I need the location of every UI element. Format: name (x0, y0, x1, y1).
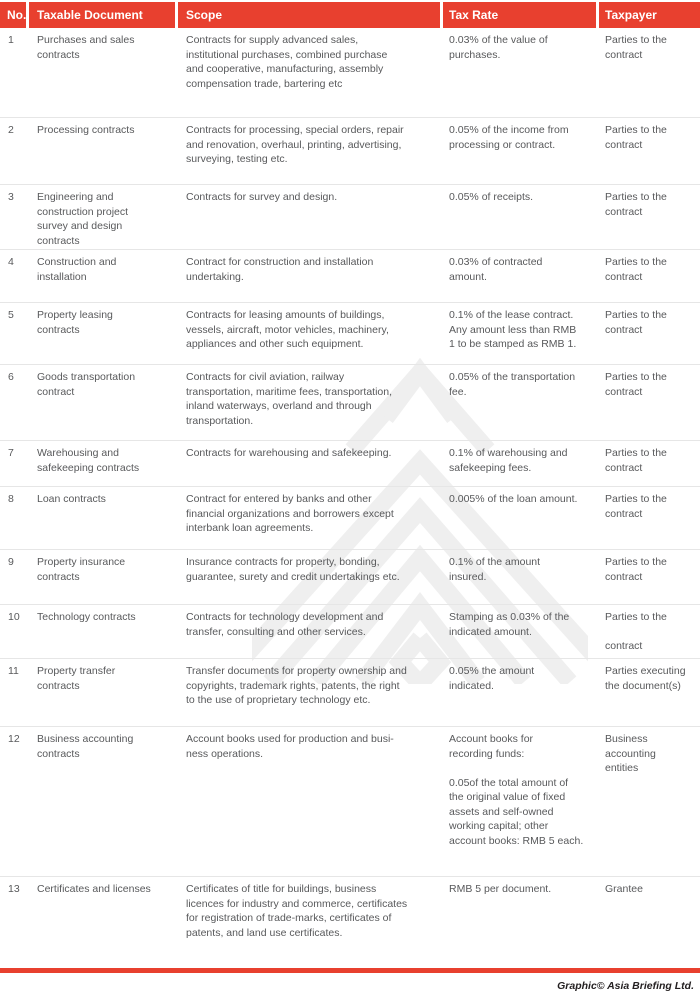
table-row: 1 Purchases and sales contracts Contract… (0, 28, 700, 118)
taxable-document-cell: Processing contracts (37, 124, 135, 136)
scope-cell: Certificates of title for buildings, bus… (186, 883, 408, 939)
table-row: 9 Property insurance contracts Insurance… (0, 550, 700, 605)
row-number: 9 (8, 556, 14, 568)
row-number: 10 (8, 611, 20, 623)
taxpayer-cell: Parties to the contract (605, 256, 667, 283)
taxable-document-cell: Warehousing and safekeeping contracts (37, 447, 140, 474)
taxpayer-cell: Parties to the contract (605, 34, 667, 61)
taxpayer-cell: Business accounting entities (605, 733, 656, 774)
column-header-taxpayer: Taxpayer (599, 2, 700, 28)
tax-rate-cell: 0.03% of the value of purchases. (449, 34, 548, 61)
scope-cell: Contract for construction and installati… (186, 256, 374, 283)
taxpayer-cell: Parties to the contract (605, 124, 667, 151)
scope-cell: Contracts for processing, special orders… (186, 124, 404, 165)
table-row: 12 Business accounting contracts Account… (0, 727, 700, 877)
taxpayer-cell: Parties to the contract (605, 556, 667, 583)
taxable-document-cell: Goods transportation contract (37, 371, 136, 398)
table-row: 3 Engineering and construction project s… (0, 185, 700, 250)
row-number: 11 (8, 665, 19, 677)
tax-rate-cell: RMB 5 per document. (449, 883, 552, 895)
scope-cell: Contracts for warehousing and safekeepin… (186, 447, 392, 459)
taxable-document-cell: Certificates and licenses (37, 883, 151, 895)
tax-rate-cell: 0.05% of the transportation fee. (449, 371, 576, 398)
table-row: 11 Property transfer contracts Transfer … (0, 659, 700, 727)
scope-cell: Contracts for technology development and… (186, 611, 384, 638)
scope-cell: Contracts for survey and design. (186, 191, 338, 203)
taxable-document-cell: Property transfer contracts (37, 665, 116, 692)
table-row: 13 Certificates and licenses Certificate… (0, 877, 700, 968)
column-header-scope: Scope (178, 2, 443, 28)
credit-text: Graphic© Asia Briefing Ltd. (557, 980, 694, 992)
row-number: 5 (8, 309, 14, 321)
table-row: 6 Goods transportation contract Contract… (0, 365, 700, 441)
column-header-taxable-document: Taxable Document (29, 2, 178, 28)
tax-rate-cell: 0.1% of the lease contract. Any amount l… (449, 309, 577, 350)
row-number: 12 (8, 733, 20, 745)
column-header-no: No. (0, 2, 29, 28)
scope-cell: Contracts for civil aviation, railway tr… (186, 371, 393, 427)
scope-cell: Contracts for leasing amounts of buildin… (186, 309, 389, 350)
row-number: 2 (8, 124, 14, 136)
table-row: 7 Warehousing and safekeeping contracts … (0, 441, 700, 487)
taxpayer-cell: Parties executing the document(s) (605, 665, 686, 692)
tax-rate-cell: 0.05% the amount indicated. (449, 665, 535, 692)
taxpayer-cell: Parties to the contract (605, 611, 667, 652)
row-number: 6 (8, 371, 14, 383)
taxable-document-cell: Property insurance contracts (37, 556, 126, 583)
taxable-document-cell: Property leasing contracts (37, 309, 113, 336)
table-row: 4 Construction and installation Contract… (0, 250, 700, 303)
tax-rate-cell: 0.1% of the amount insured. (449, 556, 541, 583)
scope-cell: Contract for entered by banks and other … (186, 493, 394, 534)
table-row: 2 Processing contracts Contracts for pro… (0, 118, 700, 185)
tax-rate-cell: Stamping as 0.03% of the indicated amoun… (449, 611, 570, 638)
scope-cell: Account books used for production and bu… (186, 733, 394, 760)
taxable-document-cell: Technology contracts (37, 611, 136, 623)
taxpayer-cell: Parties to the contract (605, 191, 667, 218)
row-number: 4 (8, 256, 14, 268)
taxable-document-cell: Purchases and sales contracts (37, 34, 135, 61)
taxpayer-cell: Grantee (605, 883, 643, 895)
footer-red-bar (0, 968, 700, 973)
scope-cell: Insurance contracts for property, bondin… (186, 556, 400, 583)
taxpayer-cell: Parties to the contract (605, 493, 667, 520)
row-number: 7 (8, 447, 14, 459)
table-row: 8 Loan contracts Contract for entered by… (0, 487, 700, 550)
taxpayer-cell: Parties to the contract (605, 447, 667, 474)
tax-rate-cell: Account books for recording funds: 0.05o… (449, 733, 584, 847)
row-number: 3 (8, 191, 14, 203)
taxable-document-cell: Construction and installation (37, 256, 117, 283)
tax-rate-cell: 0.005% of the loan amount. (449, 493, 578, 505)
scope-cell: Transfer documents for property ownershi… (186, 665, 407, 706)
table-header: No. Taxable Document Scope Tax Rate Taxp… (0, 2, 700, 28)
taxable-document-cell: Loan contracts (37, 493, 106, 505)
tax-rate-cell: 0.05% of receipts. (449, 191, 534, 203)
scope-cell: Contracts for supply advanced sales, ins… (186, 34, 388, 90)
table-row: 10 Technology contracts Contracts for te… (0, 605, 700, 659)
tax-rate-cell: 0.05% of the income from processing or c… (449, 124, 569, 151)
row-number: 1 (8, 34, 14, 46)
table-row: 5 Property leasing contracts Contracts f… (0, 303, 700, 365)
tax-rate-cell: 0.1% of warehousing and safekeeping fees… (449, 447, 568, 474)
tax-rate-cell: 0.03% of contracted amount. (449, 256, 543, 283)
taxpayer-cell: Parties to the contract (605, 371, 667, 398)
row-number: 8 (8, 493, 14, 505)
row-number: 13 (8, 883, 20, 895)
taxable-document-cell: Engineering and construction project sur… (37, 191, 129, 247)
taxpayer-cell: Parties to the contract (605, 309, 667, 336)
taxable-document-cell: Business accounting contracts (37, 733, 134, 760)
column-header-tax-rate: Tax Rate (443, 2, 599, 28)
